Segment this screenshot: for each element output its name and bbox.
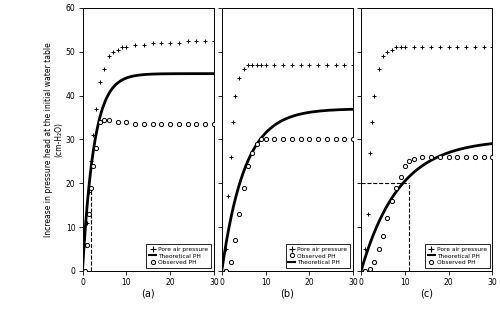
X-axis label: (b): (b) (280, 288, 294, 298)
X-axis label: (c): (c) (420, 288, 434, 298)
Y-axis label: Increase in pressure head at the initial water table
(cm-H₂O): Increase in pressure head at the initial… (44, 42, 63, 237)
Legend: Pore air pressure, Theoretical PH, Observed PH: Pore air pressure, Theoretical PH, Obser… (425, 244, 490, 268)
Legend: Pore air pressure, Theoretical PH, Observed PH: Pore air pressure, Theoretical PH, Obser… (146, 244, 211, 268)
Legend: Pore air pressure, Observed PH, Theoretical PH: Pore air pressure, Observed PH, Theoreti… (286, 244, 350, 268)
X-axis label: (a): (a) (142, 288, 155, 298)
